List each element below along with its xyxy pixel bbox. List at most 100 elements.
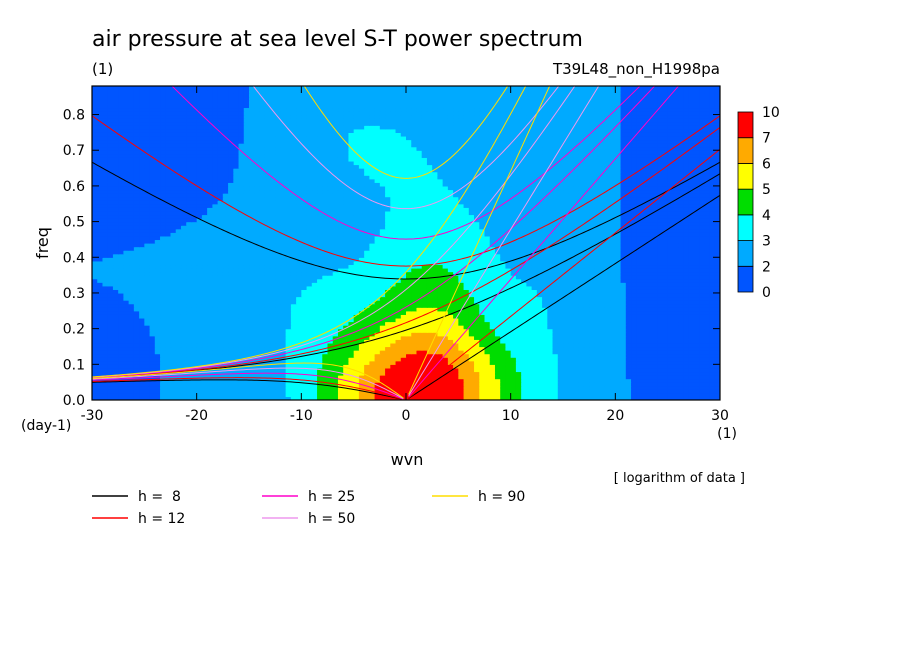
heat-cell	[479, 378, 486, 383]
heat-cell	[358, 385, 365, 390]
heat-cell	[672, 389, 679, 394]
heat-cell	[672, 260, 679, 266]
heat-cell	[264, 250, 271, 255]
heat-cell	[583, 389, 590, 394]
heat-cell	[233, 278, 240, 283]
heat-cell	[165, 307, 172, 312]
heat-cell	[348, 382, 355, 387]
heat-cell	[651, 257, 658, 262]
heat-cell	[704, 342, 711, 348]
heat-cell	[280, 292, 287, 298]
heat-cell	[374, 289, 381, 294]
heat-cell	[620, 314, 627, 319]
heat-cell	[704, 335, 711, 340]
heat-cell	[426, 360, 433, 365]
heat-cell	[536, 253, 543, 258]
heat-cell	[505, 289, 512, 294]
heat-cell	[212, 328, 219, 333]
heat-cell	[400, 335, 407, 340]
heat-cell	[353, 250, 360, 255]
heat-cell	[421, 282, 428, 287]
heat-cell	[406, 289, 412, 294]
heat-cell	[453, 260, 459, 266]
heat-cell	[212, 278, 219, 283]
heat-cell	[369, 300, 376, 305]
heat-cell	[112, 350, 119, 355]
heat-cell	[222, 375, 229, 380]
heat-cell	[275, 257, 281, 262]
heat-cell	[154, 325, 161, 330]
heat-cell	[186, 385, 193, 390]
heat-cell	[149, 317, 156, 323]
heat-cell	[123, 264, 130, 269]
heat-cell	[657, 303, 664, 308]
heat-cell	[500, 321, 507, 326]
heat-cell	[699, 303, 705, 308]
heat-cell	[296, 260, 302, 266]
heat-cell	[678, 350, 684, 355]
heat-cell	[625, 350, 632, 355]
heat-cell	[228, 282, 234, 287]
heat-cell	[160, 292, 166, 298]
heat-cell	[327, 300, 334, 305]
heat-cell	[301, 375, 308, 380]
heat-cell	[112, 264, 119, 269]
heat-cell	[536, 328, 543, 333]
heat-cell	[699, 314, 705, 319]
heat-cell	[583, 332, 590, 337]
heat-cell	[536, 375, 543, 380]
heat-cell	[678, 317, 684, 323]
heat-cell	[636, 303, 643, 308]
heat-cell	[102, 371, 109, 376]
heat-cell	[112, 278, 119, 283]
heat-cell	[636, 317, 643, 323]
heat-cell	[447, 350, 454, 355]
heat-cell	[421, 360, 428, 365]
heat-cell	[657, 375, 664, 380]
heat-cell	[494, 328, 501, 333]
heat-cell	[594, 282, 601, 287]
heat-cell	[610, 346, 616, 351]
heat-cell	[610, 328, 616, 333]
heat-cell	[547, 296, 554, 301]
heat-cell	[610, 389, 616, 394]
heat-cell	[191, 303, 198, 308]
heat-cell	[678, 267, 684, 273]
heat-cell	[343, 389, 350, 394]
heat-cell	[474, 325, 480, 330]
heat-cell	[474, 392, 480, 398]
heat-cell	[92, 396, 98, 400]
heat-cell	[228, 378, 234, 383]
heat-cell	[442, 282, 449, 287]
heat-cell	[678, 282, 684, 287]
heat-cell	[228, 310, 234, 315]
heat-cell	[369, 253, 376, 258]
heat-cell	[421, 353, 428, 358]
heat-cell	[259, 350, 266, 355]
heat-cell	[563, 378, 569, 383]
heat-cell	[285, 357, 292, 362]
heat-cell	[463, 382, 470, 387]
heat-cell	[479, 375, 486, 380]
heat-cell	[620, 325, 627, 330]
heat-cell	[693, 321, 700, 326]
heat-cell	[432, 385, 438, 390]
heat-cell	[222, 253, 229, 258]
heat-cell	[180, 250, 187, 255]
heat-cell	[196, 396, 203, 400]
heat-cell	[714, 292, 720, 298]
heat-cell	[165, 375, 172, 380]
heat-cell	[672, 360, 679, 365]
heat-cell	[631, 378, 637, 383]
heat-cell	[704, 339, 711, 344]
heat-cell	[484, 253, 491, 258]
heat-cell	[364, 382, 370, 387]
heat-cell	[311, 342, 318, 348]
heat-cell	[118, 289, 124, 294]
heat-cell	[453, 253, 459, 258]
heat-cell	[563, 271, 569, 276]
heat-cell	[557, 264, 564, 269]
heat-cell	[599, 321, 606, 326]
heat-cell	[646, 342, 653, 348]
heat-cell	[243, 375, 250, 380]
